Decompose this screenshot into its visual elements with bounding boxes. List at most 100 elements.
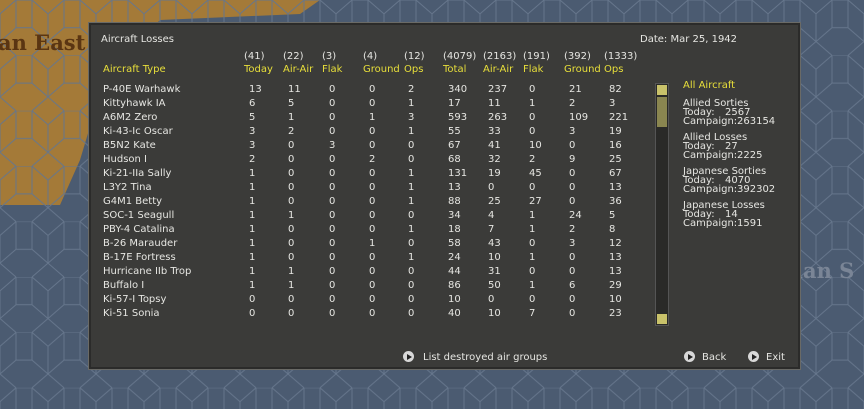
cell: 0 (288, 168, 295, 179)
cell: 25 (488, 196, 501, 207)
cell: 1 (529, 210, 536, 221)
group-total: (4) (363, 51, 378, 62)
cell: 21 (569, 84, 582, 95)
cell: 24 (448, 252, 461, 263)
aircraft-name[interactable]: Buffalo I (103, 280, 145, 291)
stat-label: Today: (683, 107, 715, 118)
sidebar-title[interactable]: All Aircraft (683, 80, 736, 91)
cell: 82 (609, 84, 622, 95)
cell: 2 (569, 98, 576, 109)
cell: 1 (408, 98, 415, 109)
cell: 0 (249, 294, 256, 305)
stat-value: 2225 (737, 150, 763, 161)
cell: 0 (369, 224, 376, 235)
aircraft-name[interactable]: L3Y2 Tina (103, 182, 152, 193)
cell: 1 (249, 252, 256, 263)
cell: 10 (529, 140, 542, 151)
aircraft-name[interactable]: Ki-57-I Topsy (103, 294, 167, 305)
cell: 0 (329, 252, 336, 263)
stat-label: Campaign: (683, 150, 738, 161)
aircraft-name[interactable]: G4M1 Betty (103, 196, 163, 207)
aircraft-name[interactable]: Ki-21-IIa Sally (103, 168, 172, 179)
cell: 0 (369, 196, 376, 207)
aircraft-name[interactable]: P-40E Warhawk (103, 84, 181, 95)
cell: 10 (448, 294, 461, 305)
cell: 1 (249, 266, 256, 277)
cell: 7 (488, 224, 495, 235)
group-total: (41) (244, 51, 265, 62)
cell: 0 (369, 168, 376, 179)
aircraft-name[interactable]: A6M2 Zero (103, 112, 158, 123)
cell: 10 (488, 308, 501, 319)
stat-value: 392302 (737, 184, 776, 195)
cell: 11 (288, 84, 301, 95)
cell: 3 (249, 126, 256, 137)
cell: 0 (329, 308, 336, 319)
cell: 0 (569, 140, 576, 151)
cell: 0 (529, 126, 536, 137)
cell: 0 (329, 224, 336, 235)
cell: 0 (569, 168, 576, 179)
cell: 0 (329, 196, 336, 207)
cell: 340 (448, 84, 468, 95)
cell: 131 (448, 168, 468, 179)
cell: 1 (529, 98, 536, 109)
cell: 0 (249, 308, 256, 319)
aircraft-name[interactable]: PBY-4 Catalina (103, 224, 175, 235)
column-header: Air-Air (483, 64, 514, 75)
cell: 0 (369, 98, 376, 109)
aircraft-name[interactable]: B-17E Fortress (103, 252, 176, 263)
scroll-thumb[interactable] (657, 97, 667, 127)
aircraft-name[interactable]: Ki-43-Ic Oscar (103, 126, 173, 137)
aircraft-name[interactable]: B5N2 Kate (103, 140, 156, 151)
stat-value: 2567 (725, 107, 751, 118)
aircraft-name[interactable]: Hudson I (103, 154, 147, 165)
cell: 1 (408, 224, 415, 235)
aircraft-name[interactable]: SOC-1 Seagull (103, 210, 175, 221)
cell: 0 (369, 182, 376, 193)
stat-label: Campaign: (683, 116, 738, 127)
button[interactable]: List destroyed air groups (423, 352, 548, 363)
aircraft-name[interactable]: B-26 Marauder (103, 238, 178, 249)
cell: 12 (609, 238, 622, 249)
map-label: ian S (795, 258, 855, 283)
scroll-up[interactable] (657, 85, 667, 95)
cell: 1 (249, 182, 256, 193)
cell: 17 (448, 98, 461, 109)
cell: 67 (448, 140, 461, 151)
cell: 34 (448, 210, 461, 221)
cell: 0 (369, 252, 376, 263)
cell: 0 (408, 308, 415, 319)
aircraft-name[interactable]: Ki-51 Sonia (103, 308, 160, 319)
scrollbar[interactable] (655, 83, 669, 326)
cell: 3 (609, 98, 616, 109)
aircraft-name[interactable]: Kittyhawk IA (103, 98, 166, 109)
stat-value: 263154 (737, 116, 776, 127)
cell: 1 (408, 252, 415, 263)
cell: 0 (529, 112, 536, 123)
cell: 1 (369, 238, 376, 249)
cell: 1 (249, 210, 256, 221)
button[interactable]: Back (702, 352, 727, 363)
button-icon[interactable] (403, 351, 414, 362)
cell: 5 (249, 112, 256, 123)
group-total: (22) (283, 51, 304, 62)
cell: 2 (569, 224, 576, 235)
cell: 263 (488, 112, 508, 123)
cell: 55 (448, 126, 461, 137)
cell: 1 (249, 280, 256, 291)
cell: 593 (448, 112, 468, 123)
cell: 6 (569, 280, 576, 291)
cell: 3 (408, 112, 415, 123)
scroll-down[interactable] (657, 314, 667, 324)
cell: 1 (408, 196, 415, 207)
cell: 1 (408, 182, 415, 193)
cell: 0 (569, 308, 576, 319)
cell: 0 (569, 252, 576, 263)
button-icon[interactable] (748, 351, 759, 362)
button-icon[interactable] (684, 351, 695, 362)
aircraft-name[interactable]: Hurricane IIb Trop (103, 266, 192, 277)
button[interactable]: Exit (766, 352, 785, 363)
cell: 1 (529, 280, 536, 291)
cell: 1 (529, 252, 536, 263)
